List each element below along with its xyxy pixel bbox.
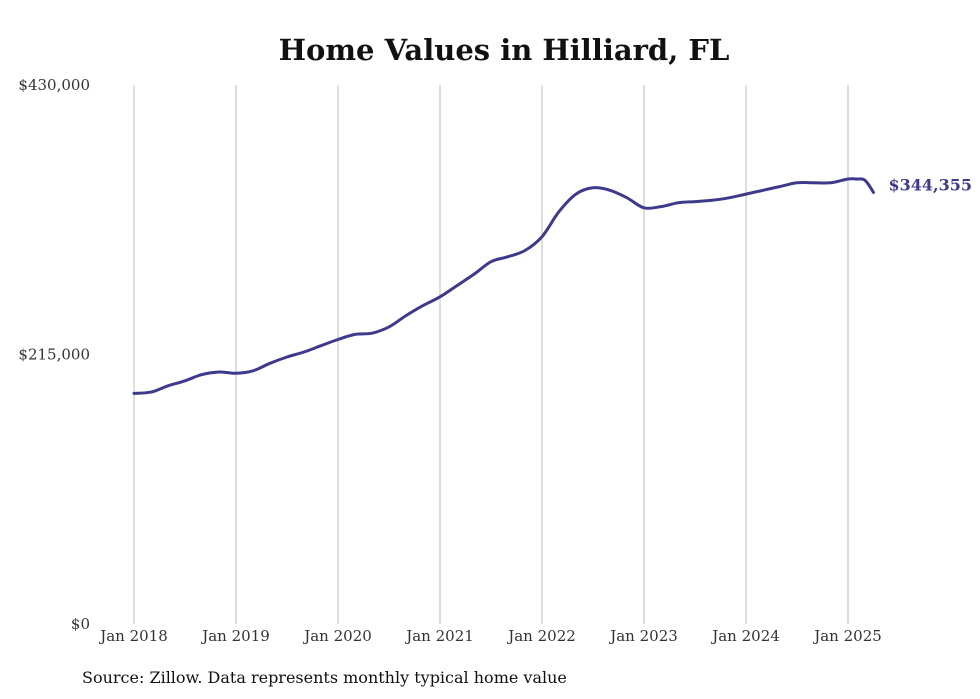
- vertical-gridlines: [133, 85, 849, 624]
- chart-title: Home Values in Hilliard, FL: [279, 33, 730, 67]
- y-tick-label: $215,000: [18, 346, 90, 364]
- x-tick-label: Jan 2024: [710, 627, 780, 645]
- x-axis-tick-labels: Jan 2018 Jan 2019 Jan 2020 Jan 2021 Jan 2022…: [98, 627, 882, 645]
- x-tick-label: Jan 2019: [200, 627, 270, 645]
- y-tick-label: $0: [71, 615, 90, 633]
- x-tick-label: Jan 2022: [506, 627, 576, 645]
- source-note: Source: Zillow. Data represents monthly …: [82, 668, 567, 687]
- x-tick-label: Jan 2018: [98, 627, 168, 645]
- x-tick-label: Jan 2023: [608, 627, 678, 645]
- series-line-0: [132, 177, 875, 395]
- x-tick-label: Jan 2025: [812, 627, 882, 645]
- x-tick-label: Jan 2021: [404, 627, 474, 645]
- y-tick-label: $430,000: [18, 76, 90, 94]
- data-series: [132, 177, 875, 395]
- y-axis-tick-labels: $430,000 $215,000 $0: [18, 76, 90, 633]
- last-value-label: $344,355: [889, 175, 973, 194]
- x-tick-label: Jan 2020: [302, 627, 372, 645]
